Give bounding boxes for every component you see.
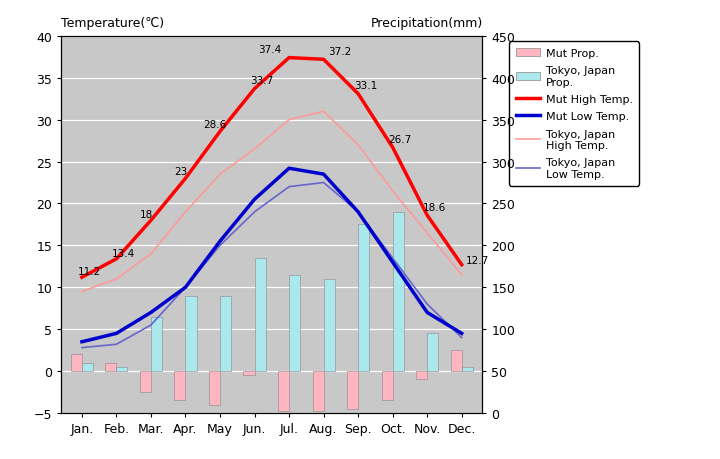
Bar: [174, 371, 186, 401]
Text: 13.4: 13.4: [112, 248, 135, 258]
Text: 11.2: 11.2: [78, 267, 101, 277]
Text: 12.7: 12.7: [466, 256, 489, 266]
Text: 26.7: 26.7: [389, 134, 412, 145]
Bar: [392, 213, 404, 371]
Bar: [105, 363, 117, 371]
Bar: [416, 371, 427, 380]
Bar: [220, 296, 231, 371]
Bar: [462, 367, 473, 371]
Text: 23: 23: [174, 167, 188, 177]
Bar: [312, 371, 323, 411]
Bar: [151, 317, 162, 371]
Text: 18.6: 18.6: [423, 202, 446, 212]
Bar: [140, 371, 151, 392]
Bar: [71, 354, 82, 371]
Text: Temperature(℃): Temperature(℃): [61, 17, 164, 30]
Bar: [209, 371, 220, 405]
Text: 18: 18: [140, 210, 153, 220]
Text: 33.7: 33.7: [251, 76, 274, 86]
Text: Precipitation(mm): Precipitation(mm): [371, 17, 483, 30]
Bar: [186, 296, 197, 371]
Text: 33.1: 33.1: [354, 81, 377, 91]
Text: 37.4: 37.4: [258, 45, 282, 55]
Text: 28.6: 28.6: [203, 120, 227, 130]
Bar: [382, 371, 392, 401]
Bar: [323, 279, 335, 371]
Text: 37.2: 37.2: [328, 47, 351, 56]
Bar: [289, 275, 300, 371]
Bar: [117, 367, 127, 371]
Bar: [427, 334, 438, 371]
Bar: [243, 371, 255, 375]
Bar: [451, 350, 462, 371]
Bar: [347, 371, 358, 409]
Bar: [255, 258, 266, 371]
Bar: [358, 225, 369, 371]
Bar: [278, 371, 289, 411]
Legend: Mut Prop., Tokyo, Japan
Prop., Mut High Temp., Mut Low Temp., Tokyo, Japan
High : Mut Prop., Tokyo, Japan Prop., Mut High …: [509, 42, 639, 186]
Bar: [82, 363, 93, 371]
